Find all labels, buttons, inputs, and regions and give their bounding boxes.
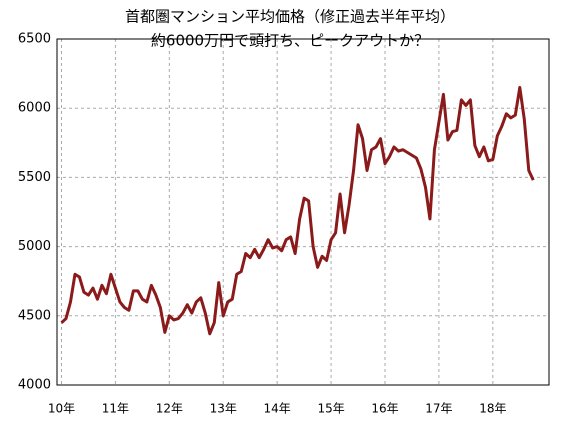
x-tick-label: 10年: [48, 402, 75, 416]
chart-subtitle: 約6000万円で頭打ち、ピークアウトか？: [151, 32, 429, 50]
x-tick-label: 17年: [425, 402, 452, 416]
x-tick-label: 18年: [479, 402, 506, 416]
y-tick-label: 6500: [18, 32, 51, 47]
y-tick-label: 5000: [18, 239, 51, 254]
x-tick-label: 12年: [156, 402, 183, 416]
chart-title: 首都圏マンション平均価格（修正過去半年平均）: [125, 8, 455, 26]
x-tick-label: 16年: [371, 402, 398, 416]
plot-border: [56, 38, 550, 386]
x-tick-label: 14年: [264, 402, 291, 416]
y-tick-label: 5500: [18, 170, 51, 185]
x-tick-label: 15年: [317, 402, 344, 416]
x-tick-label: 11年: [102, 402, 129, 416]
y-tick-label: 4000: [18, 378, 51, 393]
line-series: [60, 85, 535, 336]
x-tick-label: 13年: [210, 402, 237, 416]
y-tick-label: 6000: [18, 101, 51, 116]
y-tick-label: 4500: [18, 308, 51, 323]
